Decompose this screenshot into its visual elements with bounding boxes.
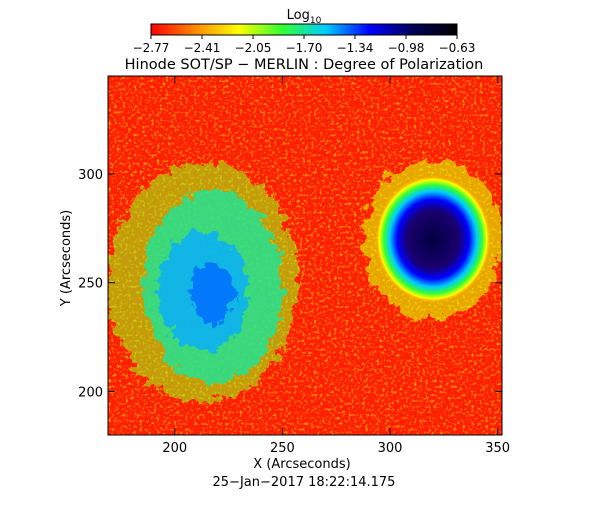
plot-frame: [107, 75, 503, 436]
y-axis: 200 250 300: [78, 168, 502, 400]
plage-contour: [191, 264, 236, 325]
x-tick-label: 350: [485, 441, 510, 456]
heatmap-plot: [107, 75, 503, 436]
colorbar-tick-label: −1.70: [286, 41, 323, 55]
colorbar-tick-label: −2.05: [235, 41, 272, 55]
colorbar-bar: [150, 23, 458, 36]
x-tick-label: 300: [378, 441, 403, 456]
colorbar-tick-label: −0.63: [439, 41, 476, 55]
x-tick-label: 250: [270, 441, 295, 456]
colorbar-title: Log10: [287, 8, 322, 26]
colorbar: Log10 −2.77 −2.41 −2.05 −1.70 −1.34 −0.98 −0.6…: [133, 8, 476, 55]
y-tick-label: 300: [78, 168, 103, 183]
x-axis-label: X (Arcseconds): [253, 457, 350, 472]
chart-title: Hinode SOT/SP − MERLIN : Degree of Polar…: [125, 57, 484, 73]
timestamp: 25−Jan−2017 18:22:14.175: [213, 475, 396, 490]
colorbar-tick-label: −1.34: [337, 41, 374, 55]
colorbar-tick-label: −0.98: [388, 41, 425, 55]
x-tick-label: 200: [162, 441, 187, 456]
colorbar-tick-label: −2.77: [133, 41, 170, 55]
colorbar-tick-label: −2.41: [184, 41, 221, 55]
y-tick-label: 250: [78, 277, 103, 292]
y-tick-label: 200: [78, 385, 103, 400]
y-axis-label: Y (Arcseconds): [59, 210, 74, 307]
sunspot-region: [375, 175, 492, 304]
colorbar-ticks: −2.77 −2.41 −2.05 −1.70 −1.34 −0.98 −0.63: [133, 35, 476, 55]
x-axis: 200 250 300 350: [162, 76, 510, 456]
